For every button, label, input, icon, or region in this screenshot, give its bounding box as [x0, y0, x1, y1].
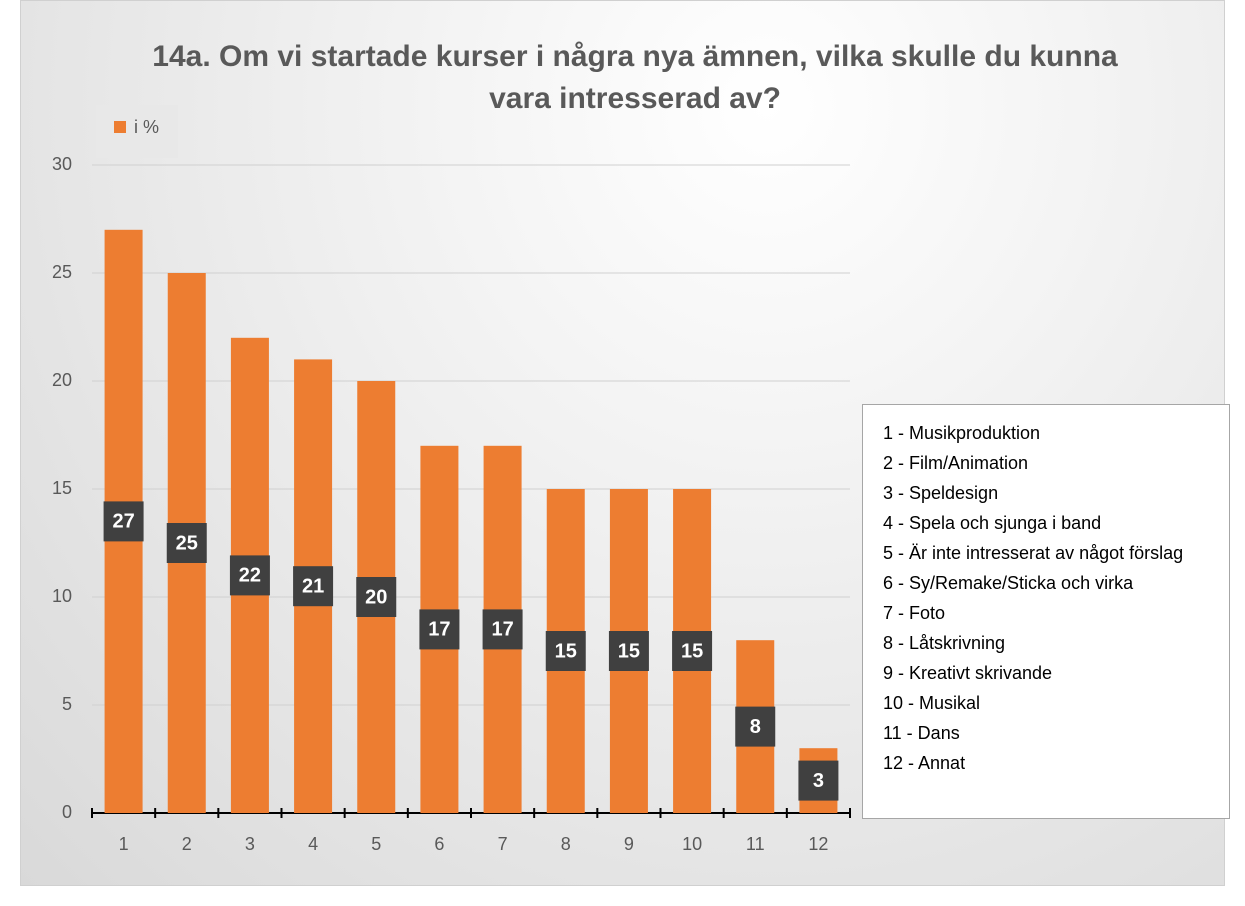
annotation-box: 1 - Musikproduktion 2 - Film/Animation 3 -…: [862, 404, 1230, 819]
data-label: 17: [491, 619, 513, 641]
data-label: 3: [813, 770, 824, 792]
annotation-line: 2 - Film/Animation: [883, 453, 1029, 473]
legend-label: i %: [134, 117, 160, 137]
data-label-box: [482, 609, 523, 650]
data-label-box: [545, 631, 586, 671]
x-tick-label: 10: [682, 834, 702, 854]
x-tick-label: 5: [371, 834, 381, 854]
y-tick-label: 10: [52, 586, 72, 606]
annotation-line: 10 - Musikal: [883, 693, 981, 713]
data-label: 27: [112, 511, 134, 533]
x-tick-label: 1: [119, 834, 129, 854]
data-label: 22: [239, 565, 261, 587]
legend: i %: [96, 105, 178, 158]
chart-title: 14a. Om vi startade kurser i några nya ä…: [152, 40, 1118, 115]
data-label: 17: [428, 619, 450, 641]
annotation-line: 9 - Kreativt skrivande: [883, 663, 1053, 683]
annotation-line: 6 - Sy/Remake/Sticka och virka: [883, 573, 1134, 593]
data-label: 15: [681, 640, 703, 662]
data-label: 15: [555, 640, 577, 662]
data-label: 15: [618, 640, 640, 662]
data-label-box: [103, 501, 144, 542]
data-label-box: [735, 706, 776, 747]
annotation-line: 1 - Musikproduktion: [883, 423, 1041, 443]
y-tick-label: 25: [52, 262, 72, 282]
y-tick-label: 30: [52, 154, 72, 174]
x-tick-label: 11: [746, 834, 765, 854]
data-label-box: [798, 760, 839, 801]
annotation-line: 5 - Är inte intresserat av något förslag: [883, 543, 1184, 563]
annotation-line: 8 - Låtskrivning: [883, 633, 1006, 653]
annotation-line: 3 - Speldesign: [883, 483, 999, 503]
y-tick-label: 0: [62, 802, 72, 822]
annotation-line: 7 - Foto: [883, 603, 946, 623]
data-label-box: [672, 631, 713, 671]
data-label-box: [356, 577, 397, 617]
data-label-box: [608, 631, 649, 671]
data-label: 21: [302, 575, 324, 597]
x-tick-label: 12: [808, 834, 828, 854]
x-tick-label: 8: [561, 834, 571, 854]
annotation-line: 11 - Dans: [883, 723, 960, 743]
y-tick-label: 20: [52, 370, 72, 390]
x-tick-label: 4: [308, 834, 318, 854]
annotation-line: 4 - Spela och sjunga i band: [883, 513, 1102, 533]
x-tick-label: 3: [245, 834, 255, 854]
x-tick-label: 9: [624, 834, 634, 854]
annotation-line: 12 - Annat: [883, 753, 966, 773]
data-label-box: [293, 566, 334, 607]
x-tick-label: 2: [182, 834, 192, 854]
data-label: 25: [176, 532, 198, 554]
y-tick-label: 15: [52, 478, 72, 498]
data-label: 20: [365, 586, 387, 608]
data-label-box: [229, 555, 270, 596]
x-tick-label: 7: [498, 834, 508, 854]
data-label-box: [419, 609, 460, 650]
data-label-box: [166, 523, 207, 563]
legend-swatch: [114, 121, 126, 133]
data-label: 8: [750, 716, 761, 738]
y-tick-label: 5: [62, 694, 72, 714]
x-tick-label: 6: [434, 834, 444, 854]
